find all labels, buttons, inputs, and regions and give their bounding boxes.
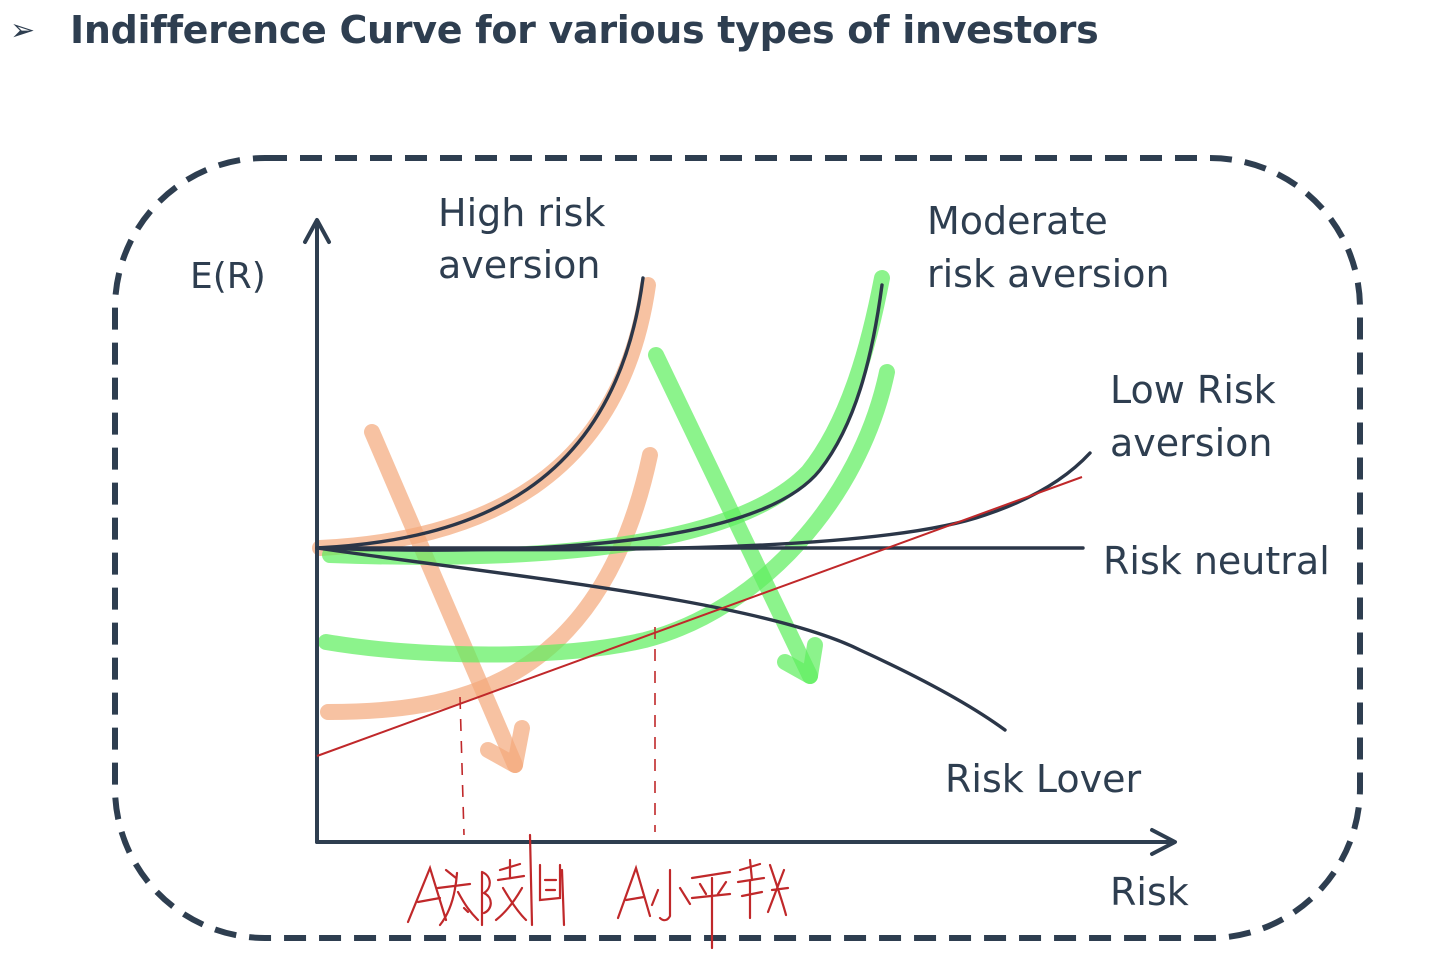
green-arrow-head xyxy=(777,637,823,684)
label-risk-lover: Risk Lover xyxy=(945,757,1141,801)
label-low-risk-line1: Low Risk xyxy=(1110,368,1276,412)
red-annotations xyxy=(316,476,1083,836)
slide-header: ➢ Indifference Curve for various types o… xyxy=(10,8,1099,52)
x-axis-arrowhead-icon xyxy=(1150,828,1177,856)
slide-title: Indifference Curve for various types of … xyxy=(70,8,1099,52)
orange-arrow-shaft xyxy=(364,424,523,773)
axes xyxy=(303,218,1177,856)
y-axis-arrowhead-icon xyxy=(303,218,331,244)
label-moderate-line1: Moderate xyxy=(927,199,1108,243)
label-high-risk-line1: High risk xyxy=(438,191,605,235)
green-highlight-lower-curve xyxy=(318,364,895,663)
dashed-frame xyxy=(112,155,1363,941)
handwritten-annotation-right xyxy=(616,858,790,950)
label-high-risk-line2: aversion xyxy=(438,243,600,287)
curve-risk-lover xyxy=(315,546,1007,732)
x-axis-label: Risk xyxy=(1110,870,1189,914)
label-moderate-line2: risk aversion xyxy=(927,252,1170,296)
orange-arrow-head xyxy=(480,720,530,773)
orange-highlight-lower-curve xyxy=(320,447,658,720)
red-dashed-drop-left xyxy=(459,696,465,836)
handwritten-annotation-left xyxy=(406,833,566,927)
curves xyxy=(315,276,1092,732)
highlighter-layer xyxy=(312,270,895,773)
y-axis-label: E(R) xyxy=(190,256,266,297)
curve-low-risk-aversion xyxy=(315,451,1092,552)
label-low-risk-line2: aversion xyxy=(1110,421,1272,465)
label-risk-neutral: Risk neutral xyxy=(1103,539,1330,583)
curve-high-risk-aversion xyxy=(315,276,645,550)
green-highlight-moderate-aversion xyxy=(322,270,890,565)
red-tangent-line xyxy=(316,476,1083,757)
bullet-arrow-icon: ➢ xyxy=(10,12,36,48)
